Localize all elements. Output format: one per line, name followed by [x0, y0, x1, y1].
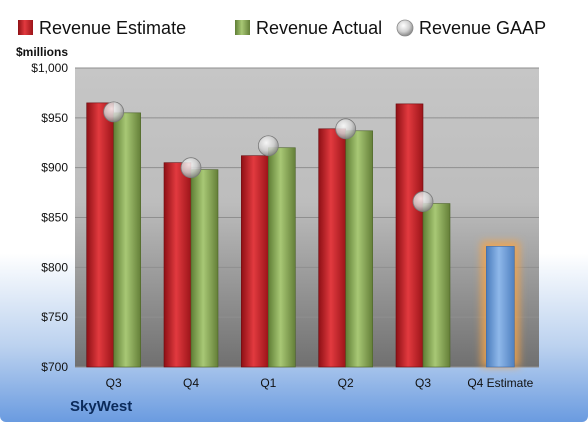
point-revenue-gaap-q3-4	[412, 191, 434, 212]
bar-revenue-actual-q4-1	[190, 169, 219, 368]
legend-swatch-revenue-estimate	[18, 20, 33, 35]
x-tick-label: Q1	[260, 376, 276, 390]
legend-label-revenue-estimate: Revenue Estimate	[39, 18, 186, 38]
y-tick-label: $950	[41, 111, 68, 125]
bar-revenue-estimate-q1-2	[241, 155, 269, 368]
gridlines	[75, 67, 539, 368]
y-tick-label: $900	[41, 161, 68, 175]
bar-revenue-actual-q1-2	[268, 147, 296, 368]
x-tick-label: Q2	[338, 376, 354, 390]
point-revenue-gaap-q3-0	[103, 101, 125, 123]
point-revenue-gaap-q4-1	[180, 157, 202, 179]
bar-revenue-actual-q3-4	[422, 203, 451, 368]
legend-item-revenue-gaap: Revenue GAAP	[396, 18, 546, 38]
x-tick-label: Q3	[415, 376, 431, 390]
point-revenue-gaap-q1-2	[257, 135, 279, 157]
y-tick-label: $1,000	[31, 61, 68, 75]
x-tick-label: Q4 Estimate	[467, 376, 533, 390]
legend-swatch-revenue-gaap	[396, 19, 414, 37]
y-axis-unit: $millions	[16, 45, 68, 59]
y-tick-label: $700	[41, 360, 68, 374]
legend-label-revenue-actual: Revenue Actual	[256, 18, 382, 38]
bar-revenue-estimate-q2-3	[318, 128, 346, 368]
point-revenue-gaap-q2-3	[335, 118, 357, 140]
x-tick-label: Q3	[106, 376, 122, 390]
bar-revenue-estimate-q3-4	[395, 103, 424, 368]
bar-revenue-estimate-q3-0	[86, 102, 114, 368]
bar-revenue-actual-q2-3	[345, 130, 373, 368]
x-axis-ticks: Q3 Q4 Q1 Q2 Q3 Q4 Estimate	[106, 376, 534, 390]
y-axis-ticks: $700 $750 $800 $850 $900 $950 $1,000	[31, 61, 68, 374]
legend-swatch-revenue-actual	[235, 20, 250, 35]
bar-revenue-actual-q3-0	[113, 112, 141, 368]
legend-label-revenue-gaap: Revenue GAAP	[419, 18, 546, 38]
bars	[86, 101, 520, 368]
y-tick-label: $800	[41, 260, 68, 274]
bar-revenue-estimate-q4-1	[163, 162, 192, 368]
y-tick-label: $750	[41, 310, 68, 324]
legend: Revenue Estimate Revenue Actual Revenue …	[18, 18, 546, 38]
x-tick-label: Q4	[183, 376, 199, 390]
legend-item-revenue-actual: Revenue Actual	[235, 18, 382, 38]
brand-label: SkyWest	[70, 398, 132, 415]
bar-forecast-q4-estimate	[486, 246, 515, 368]
legend-item-revenue-estimate: Revenue Estimate	[18, 18, 186, 38]
y-tick-label: $850	[41, 211, 68, 225]
